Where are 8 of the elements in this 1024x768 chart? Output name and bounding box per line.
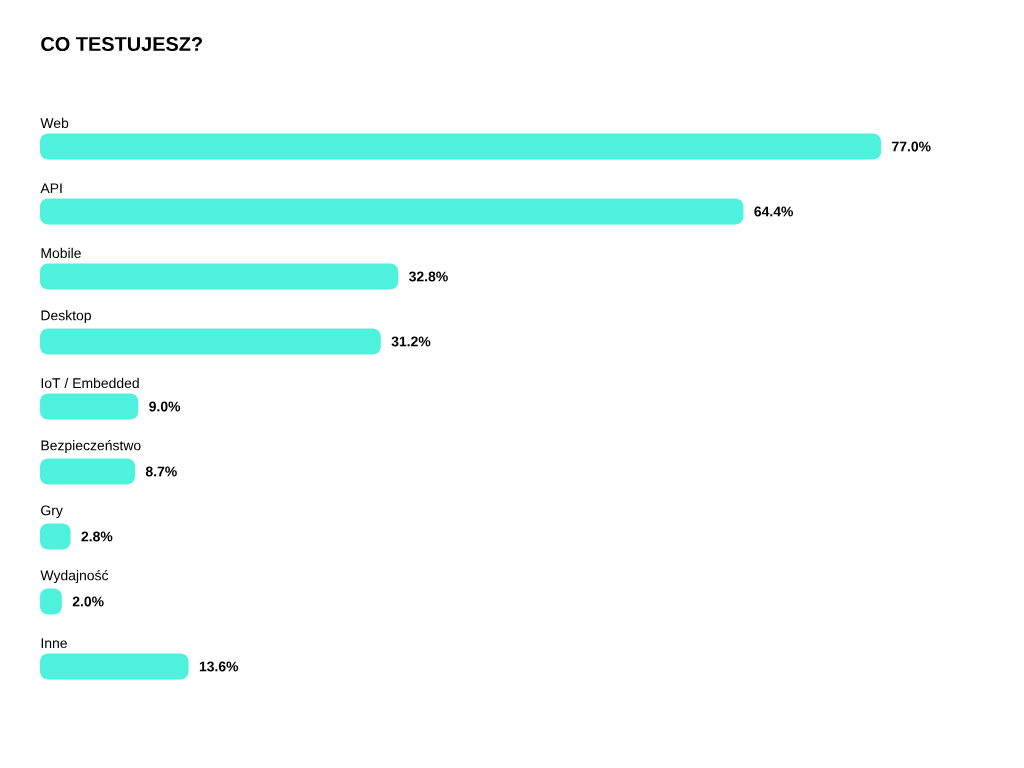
bar: [40, 133, 882, 160]
bar: [40, 653, 189, 680]
chart-title: CO TESTUJESZ?: [41, 36, 202, 52]
bar: [40, 328, 381, 355]
bar: [40, 393, 139, 420]
bar: [40, 458, 136, 485]
bar: [40, 263, 399, 290]
bar: [40, 198, 744, 225]
